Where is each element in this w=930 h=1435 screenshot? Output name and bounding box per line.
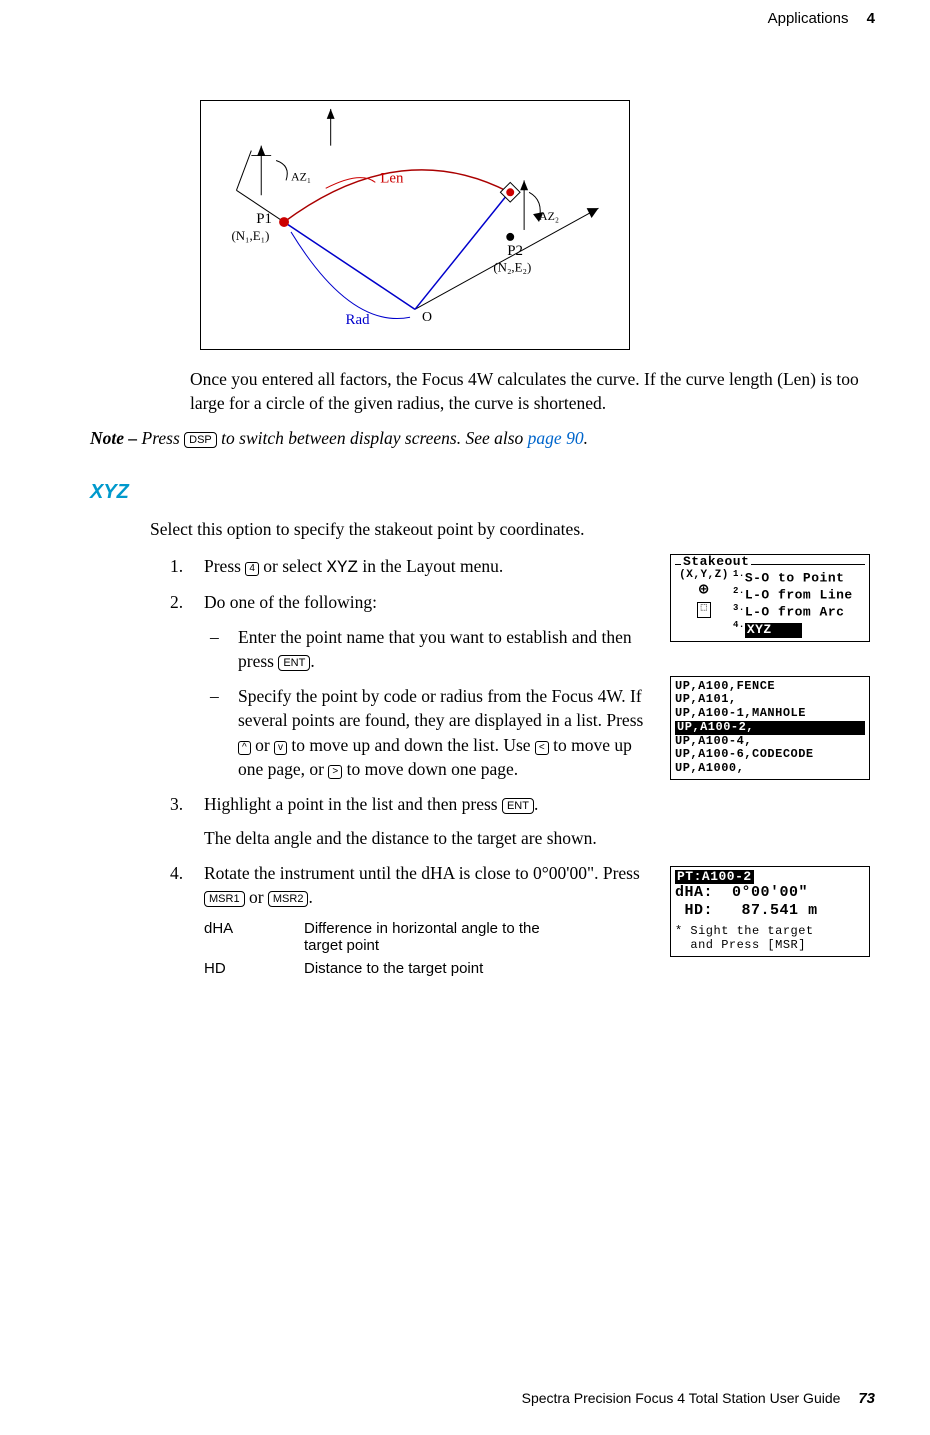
dsp-key: DSP	[184, 432, 217, 448]
header-chapter: 4	[867, 10, 875, 27]
def-hd-term: HD	[204, 960, 304, 977]
svg-text:P2: P2	[507, 243, 523, 259]
svg-text:AZ₁: AZ₁	[291, 169, 311, 183]
msr1-key: MSR1	[204, 891, 245, 907]
steps-block: Stakeout (X,Y,Z) ⊕ ⬚ 1.S-O to Point2.L-O…	[90, 554, 870, 977]
note-paragraph: Note – Press DSP to switch between displ…	[90, 427, 870, 451]
content-area: O Rad Len P1 (N₁,E₁) AZ₁ P2 (N₂,E₂) AZ₂ …	[90, 100, 870, 983]
svg-text:AZ₂: AZ₂	[539, 209, 559, 223]
svg-text:Len: Len	[380, 170, 404, 186]
svg-text:P1: P1	[256, 211, 272, 227]
down-key: v	[274, 741, 287, 755]
msr2-key: MSR2	[268, 891, 309, 907]
up-key: ^	[238, 741, 251, 755]
footer-title: Spectra Precision Focus 4 Total Station …	[522, 1390, 841, 1406]
page-footer: Spectra Precision Focus 4 Total Station …	[522, 1390, 875, 1407]
curve-diagram: O Rad Len P1 (N₁,E₁) AZ₁ P2 (N₂,E₂) AZ₂	[200, 100, 630, 350]
page-header: Applications 4	[768, 10, 875, 27]
ent-key-2: ENT	[502, 798, 534, 814]
header-section: Applications	[768, 10, 849, 27]
svg-text:(N₁,E₁): (N₁,E₁)	[231, 229, 269, 243]
svg-text:O: O	[422, 310, 432, 325]
lcd-point-list: UP,A100,FENCEUP,A101,UP,A100-1,MANHOLEUP…	[670, 676, 870, 781]
def-dha-term: dHA	[204, 920, 304, 954]
ent-key: ENT	[278, 655, 310, 671]
xyz-heading: XYZ	[90, 481, 870, 504]
svg-text:(N₂,E₂): (N₂,E₂)	[493, 261, 531, 275]
lcd-delta-display: PT:A100-2 dHA: 0°00'00" HD: 87.541 m * S…	[670, 866, 870, 957]
key-4: 4	[245, 562, 259, 576]
svg-text:Rad: Rad	[346, 312, 371, 328]
note-label: Note –	[90, 428, 142, 448]
step-3: 3. Highlight a point in the list and the…	[170, 792, 870, 817]
curve-description: Once you entered all factors, the Focus …	[190, 368, 870, 415]
footer-page: 73	[858, 1390, 875, 1407]
xyz-intro: Select this option to specify the stakeo…	[150, 518, 870, 542]
left-key: <	[535, 741, 549, 755]
right-key: >	[328, 765, 342, 779]
def-hd-desc: Distance to the target point	[304, 960, 574, 977]
step-3-result: The delta angle and the distance to the …	[204, 826, 870, 851]
def-dha-desc: Difference in horizontal angle to the ta…	[304, 920, 574, 954]
lcd-stakeout-menu: Stakeout (X,Y,Z) ⊕ ⬚ 1.S-O to Point2.L-O…	[670, 554, 870, 642]
diagram-svg: O Rad Len P1 (N₁,E₁) AZ₁ P2 (N₂,E₂) AZ₂	[201, 101, 629, 349]
page-link[interactable]: page 90	[528, 428, 584, 448]
